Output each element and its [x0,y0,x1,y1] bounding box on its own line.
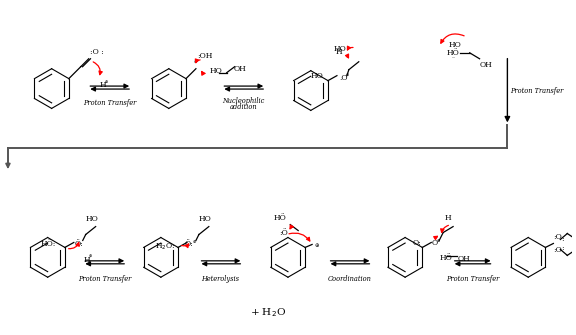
Text: :: : [562,245,564,253]
Text: + H$_2$O: + H$_2$O [250,306,286,319]
Text: $^\oplus$: $^\oplus$ [193,60,199,65]
Text: HO: HO [199,215,211,223]
Text: OH: OH [234,65,247,73]
Text: HO: HO [85,215,98,223]
Text: H: H [445,214,452,222]
Text: HO: HO [333,45,346,53]
Text: $^\oplus$: $^\oplus$ [88,254,93,259]
Text: H: H [335,48,342,56]
Text: $^\oplus$: $^\oplus$ [345,73,351,78]
Text: OH: OH [480,61,492,69]
Text: :OH: :OH [197,52,213,60]
Text: HO: HO [449,41,461,49]
Text: .O: .O [339,74,347,82]
Text: HO: HO [210,67,222,75]
Text: Proton Transfer: Proton Transfer [510,86,564,94]
Text: Ö:: Ö: [185,241,194,249]
Text: addition: addition [229,104,257,112]
Text: $^\oplus$: $^\oplus$ [313,242,320,251]
Text: H$_2$O:: H$_2$O: [155,241,175,252]
Text: HÖ: HÖ [274,214,286,222]
Text: O: O [431,240,437,248]
Text: Nucleophilic: Nucleophilic [222,97,264,106]
Text: $^\oplus$: $^\oplus$ [104,80,109,85]
Text: HÖ: HÖ [447,49,460,57]
Text: Coordination: Coordination [328,275,372,283]
Text: $^\oplus$: $^\oplus$ [436,239,442,244]
Text: HO: HO [310,72,323,80]
Text: HÖ: HÖ [439,254,452,262]
Text: OH: OH [458,255,471,263]
Text: $^\oplus$: $^\oplus$ [192,240,198,245]
Text: Proton Transfer: Proton Transfer [446,275,499,283]
Text: :O :: :O : [90,48,104,56]
Text: H: H [84,256,90,264]
Text: :O: :O [554,233,562,242]
Text: H: H [100,81,106,89]
Text: ..: .. [452,54,456,59]
Text: Ö:: Ö: [75,241,84,249]
Text: O:: O: [412,240,421,248]
Text: :O: :O [554,247,562,255]
Text: Heterolysis: Heterolysis [202,275,240,283]
Text: HÖ:: HÖ: [40,241,56,249]
Text: Proton Transfer: Proton Transfer [82,99,136,108]
Text: :Ö: :Ö [279,228,288,237]
Text: :: : [562,236,564,244]
Text: Proton Transfer: Proton Transfer [78,275,131,283]
